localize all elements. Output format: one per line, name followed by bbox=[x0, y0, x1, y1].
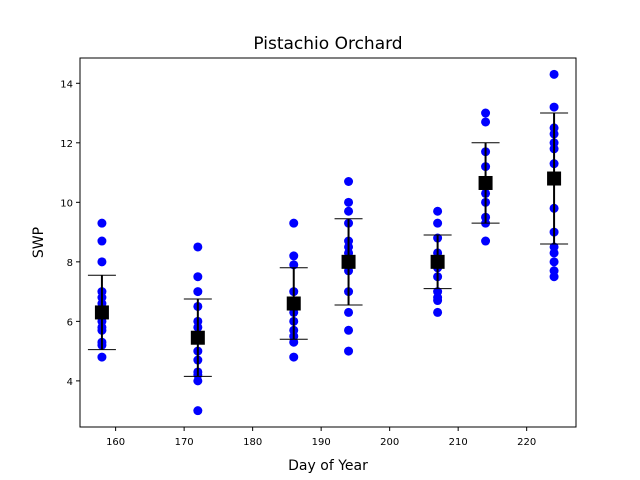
data-point bbox=[433, 307, 443, 317]
data-point bbox=[344, 307, 354, 317]
y-axis-label: SWP bbox=[31, 227, 47, 258]
data-point bbox=[289, 251, 299, 261]
axes-frame bbox=[79, 57, 577, 428]
data-point bbox=[344, 197, 354, 207]
x-tick-label: 160 bbox=[106, 437, 125, 448]
data-point bbox=[193, 287, 203, 297]
data-point bbox=[549, 69, 559, 79]
x-tick-label: 190 bbox=[312, 437, 331, 448]
data-point bbox=[344, 346, 354, 356]
x-tick-label: 170 bbox=[175, 437, 194, 448]
y-tick-label: 10 bbox=[60, 198, 73, 209]
data-point bbox=[193, 272, 203, 282]
axis-ticks: 160 170 180 190 200 210 220 4 6 8 10 12 14 bbox=[60, 79, 536, 448]
data-point bbox=[97, 236, 107, 246]
y-tick-label: 6 bbox=[67, 317, 73, 328]
data-point bbox=[289, 218, 299, 228]
data-point bbox=[344, 176, 354, 186]
data-point bbox=[289, 352, 299, 362]
mean-marker bbox=[547, 171, 562, 186]
data-point bbox=[193, 242, 203, 252]
data-point bbox=[549, 248, 559, 258]
y-tick-label: 14 bbox=[60, 79, 73, 90]
data-point bbox=[193, 406, 203, 416]
data-point bbox=[433, 218, 443, 228]
y-tick-label: 8 bbox=[67, 258, 73, 269]
data-point bbox=[289, 260, 299, 270]
x-axis-label: Day of Year bbox=[288, 458, 368, 474]
y-tick-label: 4 bbox=[67, 377, 73, 388]
plot-area bbox=[87, 69, 569, 416]
x-tick-label: 180 bbox=[243, 437, 262, 448]
data-point bbox=[433, 296, 443, 306]
data-point bbox=[193, 376, 203, 386]
mean-marker bbox=[190, 330, 205, 345]
data-point bbox=[289, 337, 299, 347]
data-point bbox=[344, 206, 354, 216]
data-point bbox=[97, 218, 107, 228]
x-tick-label: 210 bbox=[449, 437, 468, 448]
data-point bbox=[344, 325, 354, 335]
y-tick-label: 12 bbox=[60, 139, 73, 150]
x-tick-label: 200 bbox=[380, 437, 399, 448]
data-point bbox=[549, 272, 559, 282]
mean-marker bbox=[430, 254, 445, 269]
chart-title: Pistachio Orchard bbox=[253, 34, 402, 54]
data-point bbox=[481, 117, 491, 127]
mean-marker bbox=[286, 296, 301, 311]
data-point bbox=[549, 102, 559, 112]
data-point bbox=[97, 352, 107, 362]
data-point bbox=[549, 257, 559, 267]
data-point bbox=[433, 206, 443, 216]
mean-marker bbox=[341, 254, 356, 269]
data-point bbox=[481, 108, 491, 118]
data-point bbox=[97, 257, 107, 267]
mean-marker bbox=[478, 175, 493, 190]
x-tick-label: 220 bbox=[517, 437, 536, 448]
data-point bbox=[481, 236, 491, 246]
mean-marker bbox=[94, 305, 109, 320]
